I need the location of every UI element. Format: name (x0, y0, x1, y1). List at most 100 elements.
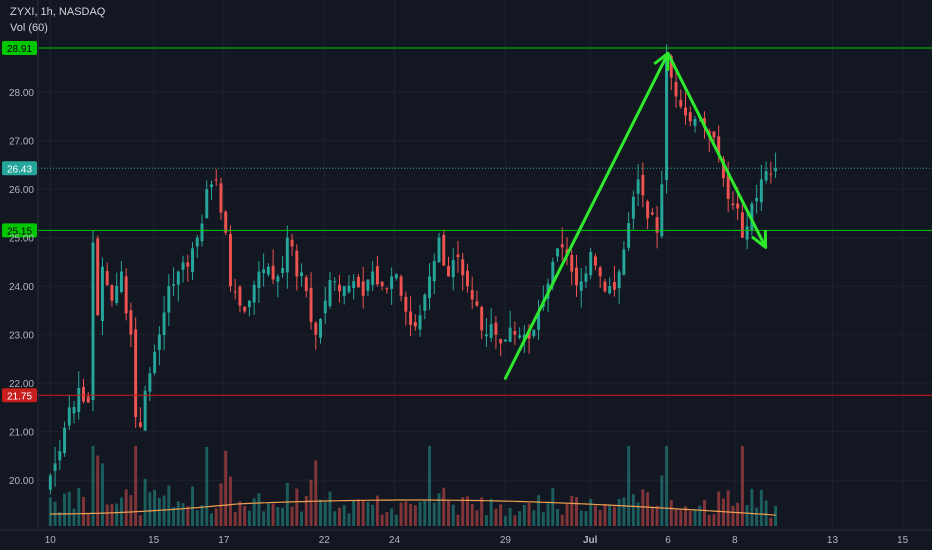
candle-body (328, 279, 332, 307)
volume-bar (157, 497, 161, 526)
candle-body (309, 287, 313, 323)
price-tick-label: 21.00 (9, 428, 34, 439)
time-tick-label: 10 (45, 535, 57, 546)
candle-body (219, 183, 223, 213)
volume-bar (285, 482, 289, 526)
candle-body (228, 233, 232, 287)
volume-bar (589, 498, 593, 526)
candle-body (86, 396, 90, 403)
volume-bar (669, 499, 673, 526)
candle-body (285, 237, 289, 273)
volume-bar (148, 492, 152, 526)
volume-bar (480, 497, 484, 526)
trend-arrow-1[interactable] (503, 51, 670, 380)
candle-body (721, 159, 725, 179)
candle-body (693, 118, 697, 126)
volume-bar (115, 503, 119, 526)
candle-body (774, 168, 778, 172)
candle-body (598, 267, 602, 277)
candle-body (631, 196, 635, 219)
candle-body (262, 269, 266, 274)
candle-body (475, 301, 479, 306)
candle-body (480, 306, 484, 331)
volume-bar (191, 486, 194, 526)
candle-body (717, 136, 721, 156)
volume-bar (67, 491, 71, 526)
volume-bar (565, 503, 569, 526)
volume-bar (527, 502, 531, 526)
volume-bar (390, 508, 394, 526)
volume-bar (58, 511, 62, 526)
volume-bar (418, 501, 422, 526)
candle-body (390, 276, 394, 289)
candle-body (138, 422, 142, 427)
candle-body (627, 223, 631, 248)
candle-body (63, 427, 67, 454)
volume-bar (593, 505, 597, 526)
volume-bar (276, 507, 280, 526)
volume-bar (674, 508, 678, 526)
candle-body (356, 276, 360, 288)
volume-indicator-label[interactable]: Vol (60) (10, 22, 48, 34)
volume-bar (617, 498, 621, 526)
trend-arrow-2[interactable] (666, 51, 768, 249)
candle-body (674, 82, 678, 97)
level-badge-21.75 (2, 388, 37, 403)
price-tick-label: 23.00 (9, 331, 34, 342)
candle-body (380, 281, 384, 287)
volume-bar (575, 497, 578, 526)
volume-bar (77, 487, 81, 526)
candle-body (143, 390, 147, 431)
volume-bar (404, 501, 408, 526)
candle-body (570, 255, 574, 272)
volume-bar (290, 506, 294, 526)
candle-body (181, 262, 185, 270)
candle-body (579, 281, 583, 291)
volume-bar (328, 491, 332, 526)
candle-body (508, 327, 512, 342)
candle-body (394, 274, 398, 279)
volume-bar (551, 488, 555, 526)
volume-bar (532, 510, 536, 526)
candle-body (646, 201, 650, 219)
candle-body (650, 212, 654, 215)
volume-bar (195, 510, 199, 526)
volume-bar (271, 503, 275, 526)
time-tick-label: 6 (665, 535, 671, 546)
time-axis[interactable]: 10 15 17 22 24 29 Jul 6 8 13 15 (0, 529, 932, 550)
candle-body (636, 179, 640, 194)
volume-bar (409, 503, 413, 526)
volume-bar (224, 450, 228, 526)
candle-body (451, 260, 455, 278)
trend-arrows[interactable] (503, 51, 768, 380)
candle-body (366, 279, 370, 291)
volume-bar (300, 511, 304, 526)
candle-body (740, 212, 744, 238)
candle-body (304, 277, 308, 291)
candle-body (72, 407, 76, 414)
candle-body (622, 249, 626, 275)
candle-body (224, 211, 228, 233)
volume-bar (703, 499, 706, 526)
volume-bar (631, 494, 635, 526)
candle-body (252, 284, 256, 303)
candle-body (428, 276, 432, 299)
volume-bar (252, 498, 256, 526)
volume-bar (105, 504, 109, 526)
candle-body (314, 322, 318, 335)
price-tick-label: 25.00 (9, 234, 34, 245)
candle-body (153, 351, 157, 374)
price-axis[interactable]: 20.00 21.00 22.00 23.00 24.00 25.00 26.00 27.00… (9, 0, 39, 530)
candle-body (347, 285, 351, 293)
price-tick-label: 22.00 (9, 379, 34, 390)
volume-bar (451, 504, 455, 526)
candle-body (617, 271, 621, 289)
candle-body (769, 173, 773, 175)
grid-lines (38, 0, 932, 530)
candle-body (764, 171, 768, 181)
volume-bar (717, 491, 721, 526)
volume-bar (726, 490, 730, 526)
horizontal-levels[interactable]: 28.91 26.43 25.15 21.75 (2, 41, 932, 403)
volume-bar (428, 446, 432, 526)
